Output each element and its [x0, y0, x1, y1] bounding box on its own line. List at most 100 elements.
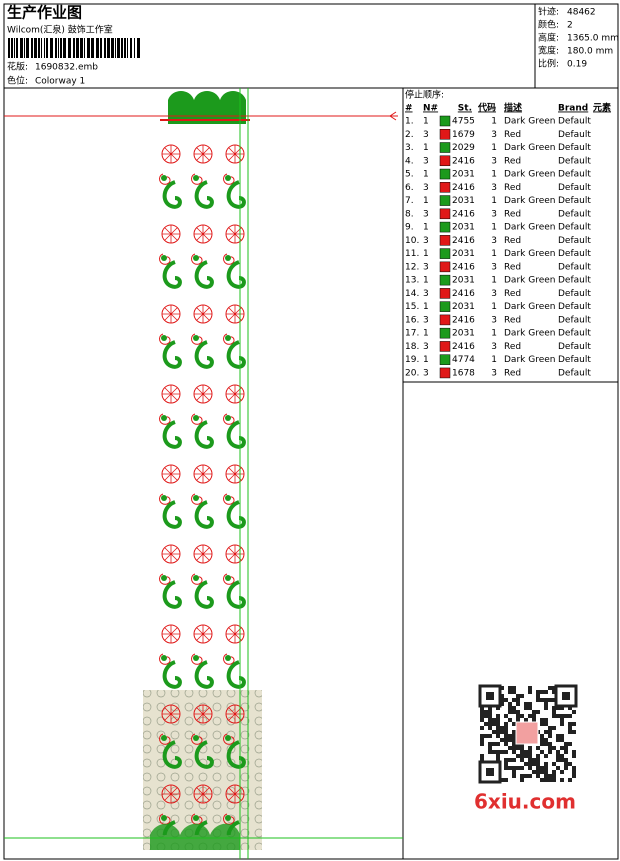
qr-cell [540, 722, 544, 726]
cell: Dark Green [504, 302, 555, 312]
qr-cell [480, 738, 484, 742]
column-header: Brand [558, 104, 588, 114]
bar [96, 38, 99, 58]
qr-cell [516, 754, 520, 758]
qr-cell [492, 718, 496, 722]
cell: Default [558, 156, 591, 166]
qr-cell [520, 750, 524, 754]
column-header: 描述 [504, 102, 522, 114]
bar [26, 38, 29, 58]
sequence-title: 停止顺序: [405, 89, 444, 101]
qr-cell [492, 730, 496, 734]
qr-cell [516, 710, 520, 714]
qr-cell [572, 722, 576, 726]
qr-cell [500, 686, 504, 690]
cell: 2031 [452, 249, 475, 259]
qr-cell [560, 718, 564, 722]
qr-cell [504, 778, 508, 782]
qr-cell [540, 766, 544, 770]
qr-cell [524, 702, 528, 706]
bar [73, 38, 75, 58]
stat-value: 48462 [567, 8, 596, 18]
qr-cell [480, 714, 484, 718]
cell: 1678 [452, 368, 475, 378]
cell: 1 [423, 329, 429, 339]
barcode [8, 38, 140, 58]
qr-cell [504, 734, 508, 738]
qr-cell [548, 730, 552, 734]
cell: 3 [491, 236, 497, 246]
qr-cell [500, 778, 504, 782]
qr-cell [528, 762, 532, 766]
cell: 2. [405, 130, 414, 140]
cell: 4. [405, 156, 414, 166]
qr-cell [552, 714, 556, 718]
cell: 1 [423, 170, 429, 180]
colorway-label: 色位: [7, 75, 28, 87]
cell: 3 [423, 183, 429, 193]
cell: Dark Green [504, 196, 555, 206]
qr-cell [532, 758, 536, 762]
bar [50, 38, 53, 58]
qr-cell [512, 730, 516, 734]
qr-cell [568, 722, 572, 726]
qr-cell [512, 706, 516, 710]
qr-cell [532, 770, 536, 774]
qr-cell [552, 762, 556, 766]
column-header: N# [423, 104, 438, 114]
qr-cell [528, 714, 532, 718]
qr-cell [508, 738, 512, 742]
qr-cell [528, 706, 532, 710]
cell: Red [504, 315, 521, 325]
qr-cell [540, 750, 544, 754]
qr-cell [564, 762, 568, 766]
cell: Default [558, 130, 591, 140]
qr-cell [528, 774, 532, 778]
cell: 2416 [452, 236, 475, 246]
cell: Default [558, 342, 591, 352]
qr-cell [552, 770, 556, 774]
cell: 3 [491, 368, 497, 378]
qr-cell [480, 758, 484, 762]
qr-cell [540, 698, 544, 702]
cell: 1 [491, 170, 497, 180]
qr-cell [572, 754, 576, 758]
qr-cell [560, 722, 564, 726]
cell: 2416 [452, 289, 475, 299]
qr-cell [564, 766, 568, 770]
qr-cell [488, 710, 492, 714]
qr-cell [532, 714, 536, 718]
stop-table: # N# St. 代码 描述 Brand 元素1. 1 4755 1 Dark Green Defau… [405, 102, 611, 379]
cell: Red [504, 209, 521, 219]
bar [38, 38, 40, 58]
cell: Dark Green [504, 117, 555, 127]
qr-cell [544, 754, 548, 758]
qr-cell [556, 766, 560, 770]
cell: Dark Green [504, 170, 555, 180]
qr-cell [552, 774, 556, 778]
cell: 1 [423, 117, 429, 127]
qr-cell [568, 730, 572, 734]
qr-cell [540, 690, 544, 694]
qr-cell [524, 762, 528, 766]
qr-cell [536, 694, 540, 698]
qr-cell [516, 694, 520, 698]
qr-cell [508, 710, 512, 714]
qr-cell [532, 762, 536, 766]
qr-finder [486, 692, 494, 700]
color-swatch [439, 288, 451, 299]
color-swatch [439, 327, 451, 339]
qr-cell [508, 702, 512, 706]
cell: 8. [405, 209, 414, 219]
bar [111, 38, 114, 58]
qr-cell [500, 726, 504, 730]
bar [137, 38, 140, 58]
qr-cell [560, 754, 564, 758]
qr-cell [488, 746, 492, 750]
qr-finder [562, 692, 570, 700]
bar [107, 38, 110, 58]
stat-value: 180.0 mm [567, 47, 613, 57]
title: 生产作业图 [7, 4, 82, 22]
qr-cell [540, 718, 544, 722]
color-swatch [439, 301, 451, 312]
